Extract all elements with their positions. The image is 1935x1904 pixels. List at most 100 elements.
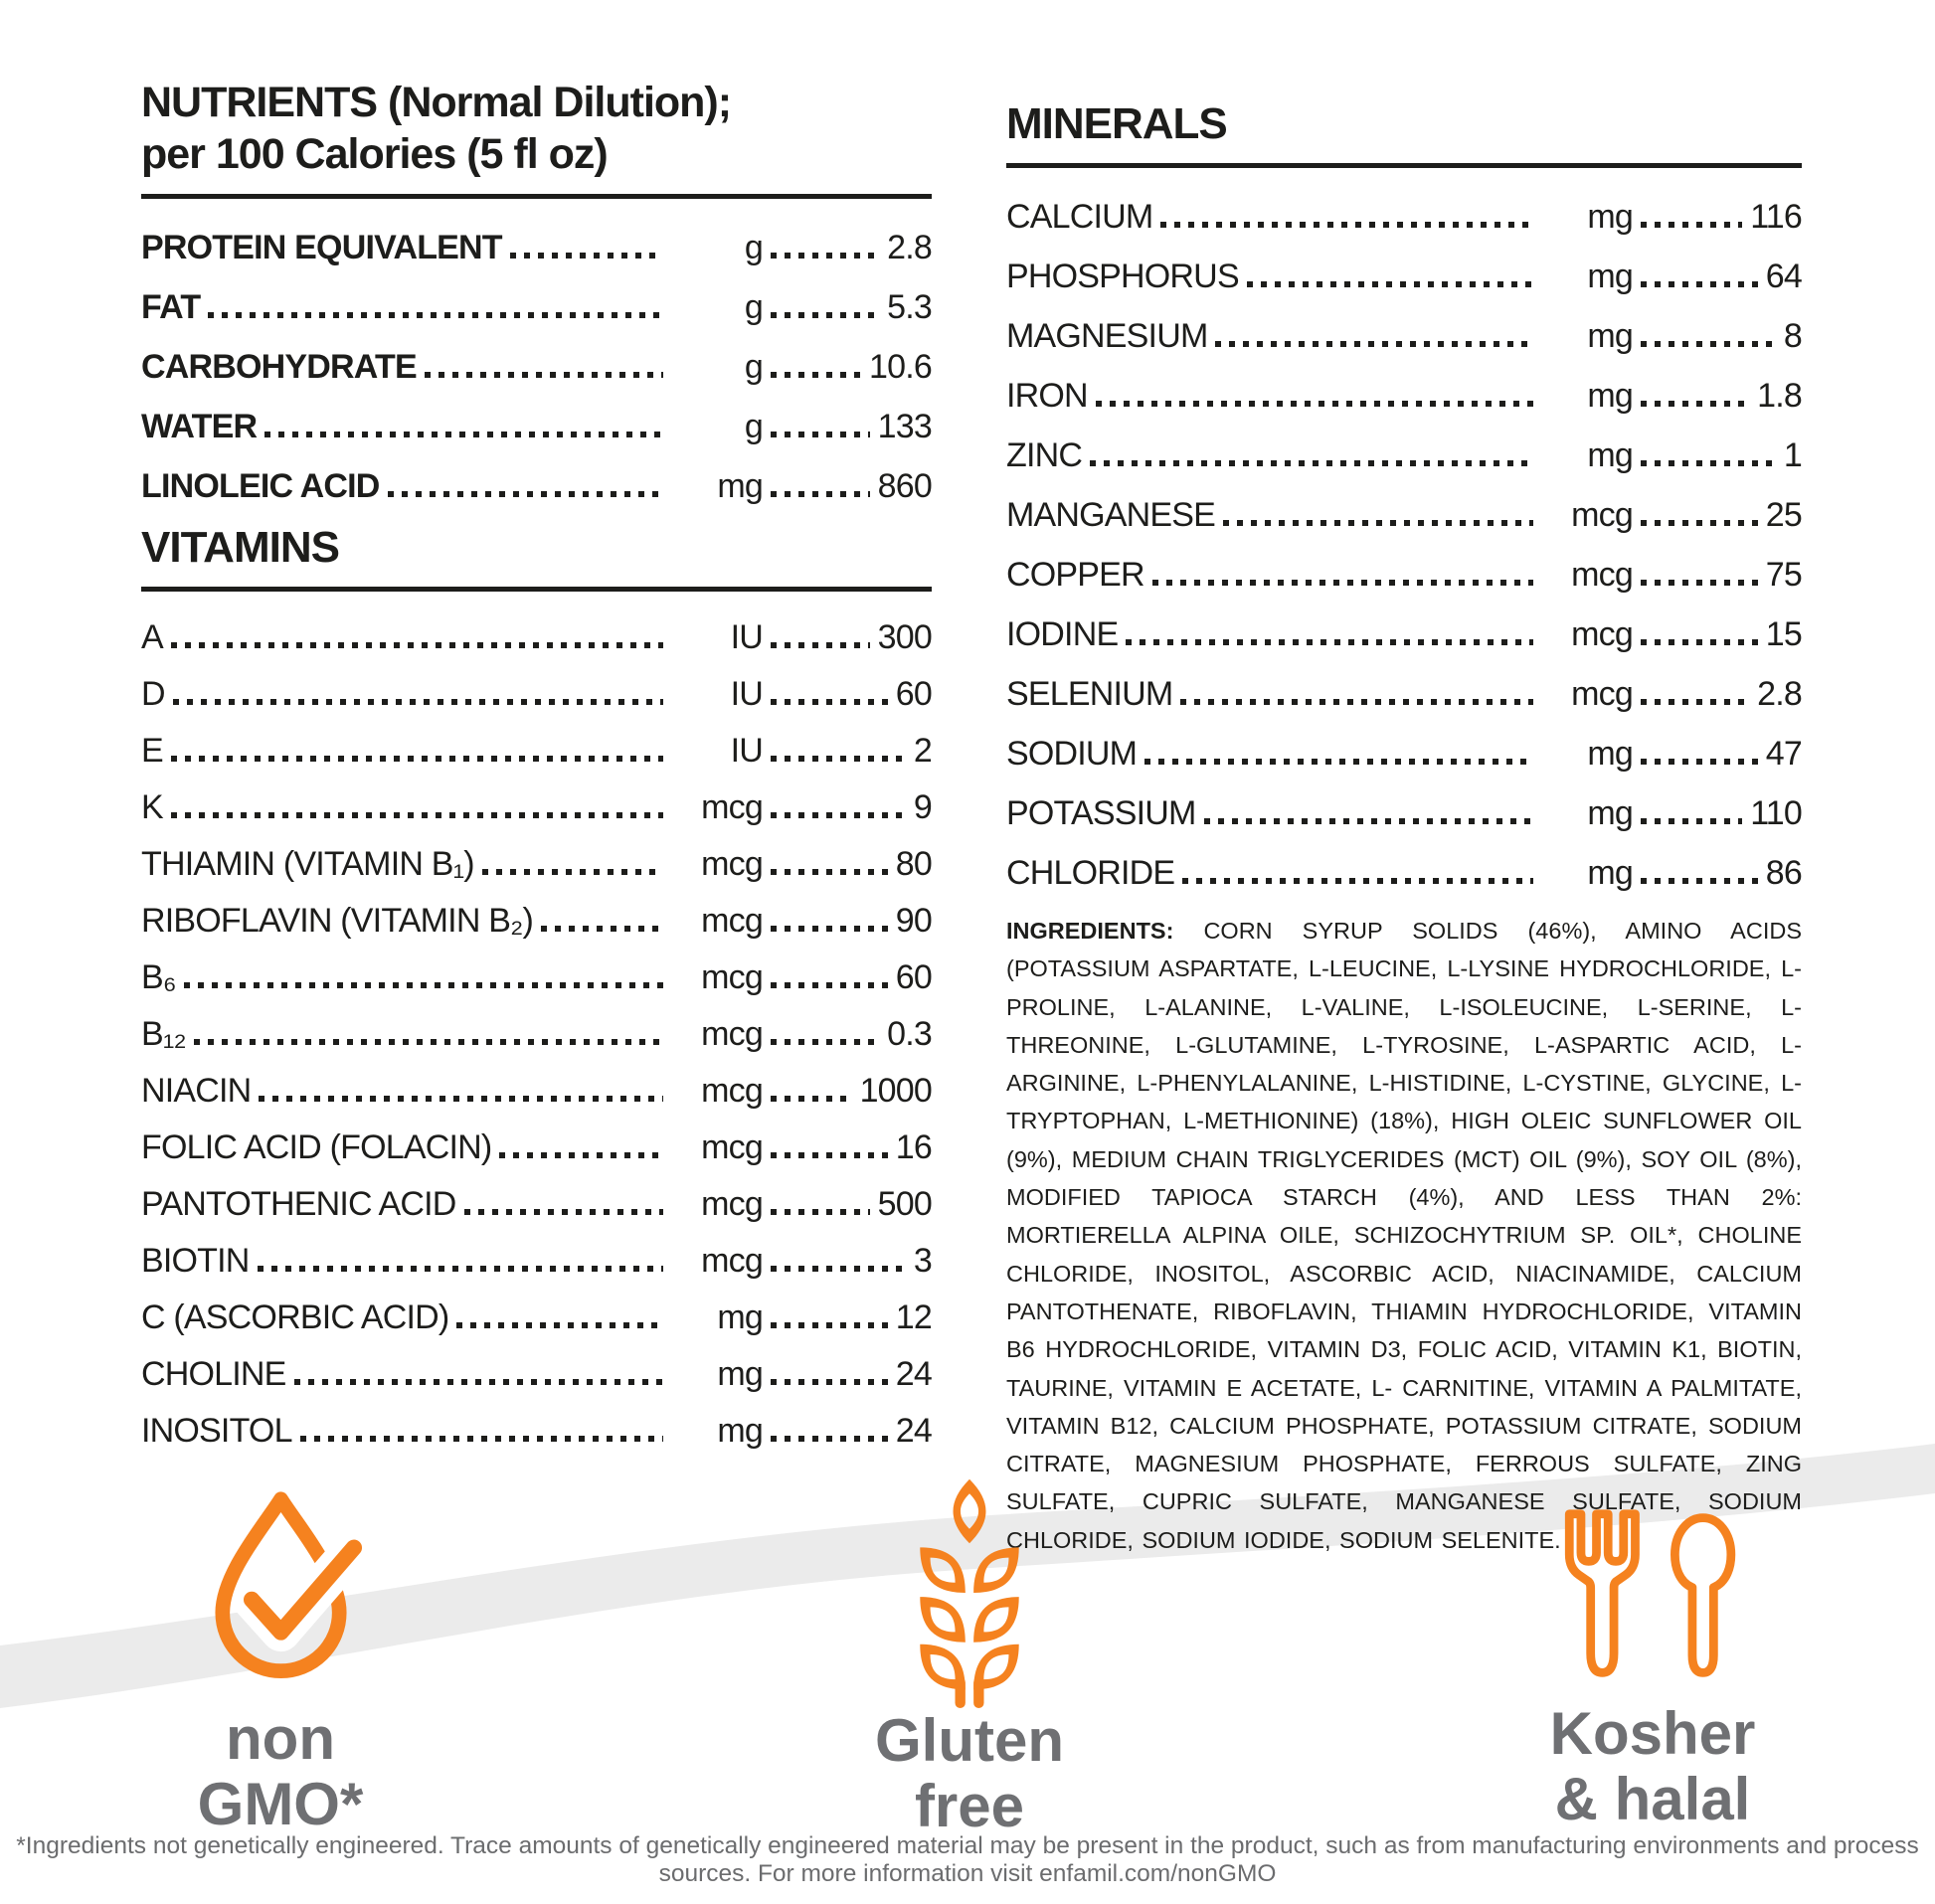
row-unit: g (744, 348, 764, 387)
dot-leader (771, 1152, 888, 1159)
divider (141, 587, 932, 593)
row-value: 0.3 (887, 1015, 933, 1054)
row-label: SELENIUM (1006, 675, 1173, 713)
row-label: MAGNESIUM (1006, 317, 1208, 355)
row-unit: mg (1587, 735, 1633, 773)
row-value: 3 (913, 1242, 933, 1281)
ingredients-text: CORN SYRUP SOLIDS (46%), AMINO ACIDS (PO… (1006, 918, 1802, 1553)
dot-leader (1641, 341, 1776, 347)
dot-leader (1160, 222, 1533, 228)
row-label: PANTOTHENIC ACID (141, 1185, 456, 1224)
row-value: 5.3 (887, 288, 933, 327)
dot-leader (1095, 401, 1533, 407)
dot-leader (1641, 639, 1758, 645)
vitamin-row: RIBOFLAVIN (VITAMIN B₂) mcg 90 (141, 881, 933, 941)
fork-spoon-icon (1564, 1509, 1736, 1677)
row-value: 1000 (859, 1072, 933, 1111)
dot-leader (771, 1379, 888, 1386)
dot-leader (170, 642, 663, 649)
dot-leader (771, 869, 888, 876)
row-unit: mg (1587, 854, 1633, 892)
mineral-row: PHOSPHORUS mg 64 (1006, 234, 1803, 295)
dot-leader (1641, 580, 1758, 586)
row-unit: mcg (701, 1015, 764, 1054)
vitamin-row: B₆ mcg 60 (141, 938, 933, 997)
nutrient-row: LINOLEIC ACID mg 860 (141, 443, 933, 506)
row-label: E (141, 732, 164, 771)
row-label: B₆ (141, 958, 177, 997)
vitamin-row: C (ASCORBIC ACID) mg 12 (141, 1278, 933, 1334)
row-label: THIAMIN (VITAMIN B₁) (141, 845, 475, 884)
row-value: 2 (913, 732, 933, 771)
minerals-panel: MINERALS CALCIUM mg 116 PHOSPHORUS (1006, 99, 1803, 1559)
row-value: 1.8 (1757, 377, 1803, 415)
row-label: B₁₂ (141, 1015, 187, 1054)
vitamins-table: A IU 300 D IU 60 (141, 598, 933, 1451)
nutrients-table: PROTEIN EQUIVALENT g 2.8 FAT g 5.3 (141, 205, 933, 506)
dot-leader (509, 253, 663, 260)
vitamin-row: NIACIN mcg 1000 (141, 1051, 933, 1111)
dot-leader (170, 756, 663, 763)
row-unit: mg (1587, 258, 1633, 295)
dot-leader (771, 812, 906, 819)
row-unit: mcg (701, 1128, 764, 1167)
row-label: ZINC (1006, 436, 1083, 474)
row-label: COPPER (1006, 556, 1145, 594)
row-value: 60 (895, 958, 933, 997)
badge-label-line1: non (226, 1705, 335, 1772)
row-label: MANGANESE (1006, 496, 1216, 534)
row-label: CALCIUM (1006, 198, 1153, 236)
dot-leader (1641, 759, 1758, 765)
mineral-row: IODINE mcg 15 (1006, 592, 1803, 651)
vitamin-row: THIAMIN (VITAMIN B₁) mcg 80 (141, 824, 933, 884)
row-label: PHOSPHORUS (1006, 258, 1240, 295)
row-label: LINOLEIC ACID (141, 467, 380, 506)
row-label: POTASSIUM (1006, 794, 1196, 832)
divider (141, 194, 932, 200)
dot-leader (1641, 699, 1750, 705)
row-value: 9 (913, 788, 933, 827)
badge-label-line2: free (914, 1773, 1025, 1839)
row-value: 90 (895, 902, 933, 941)
row-label: RIBOFLAVIN (VITAMIN B₂) (141, 902, 534, 941)
row-label: NIACIN (141, 1072, 252, 1111)
dot-leader (456, 1322, 663, 1329)
row-value: 64 (1765, 258, 1803, 295)
row-value: 1 (1783, 436, 1803, 474)
row-label: FAT (141, 288, 201, 327)
dot-leader (299, 1436, 663, 1443)
dot-leader (771, 372, 862, 379)
dot-leader (1215, 341, 1533, 347)
mineral-row: CALCIUM mg 116 (1006, 174, 1803, 236)
dot-leader (1180, 699, 1533, 705)
dot-leader (208, 312, 663, 319)
row-label: SODIUM (1006, 735, 1138, 773)
panel-title-line1: NUTRIENTS (Normal Dilution); (141, 79, 732, 126)
mineral-row: CHLORIDE mg 86 (1006, 830, 1803, 892)
dot-leader (1641, 460, 1776, 466)
footnote: *Ingredients not genetically engineered.… (16, 1832, 1919, 1887)
row-unit: IU (730, 732, 764, 771)
row-value: 24 (895, 1412, 933, 1451)
dot-leader (771, 1096, 852, 1103)
badge-label-line2: & halal (1554, 1766, 1751, 1832)
row-label: CARBOHYDRATE (141, 348, 418, 387)
dot-leader (771, 756, 906, 763)
dot-leader (771, 699, 888, 706)
row-label: K (141, 788, 164, 827)
row-unit: mg (717, 1355, 763, 1394)
mineral-row: POTASSIUM mg 110 (1006, 771, 1803, 832)
vitamin-row: BIOTIN mcg 3 (141, 1221, 933, 1281)
row-label: BIOTIN (141, 1242, 250, 1281)
row-value: 8 (1783, 317, 1803, 355)
dot-leader (771, 432, 870, 438)
mineral-row: ZINC mg 1 (1006, 413, 1803, 474)
dot-leader (541, 926, 663, 933)
row-label: IRON (1006, 377, 1089, 415)
row-unit: mg (1587, 436, 1633, 474)
ingredients-paragraph: INGREDIENTS: CORN SYRUP SOLIDS (46%), AM… (1006, 912, 1802, 1559)
nutrient-row: WATER g 133 (141, 384, 933, 443)
dot-leader (1182, 878, 1533, 884)
row-unit: mg (717, 1412, 763, 1451)
